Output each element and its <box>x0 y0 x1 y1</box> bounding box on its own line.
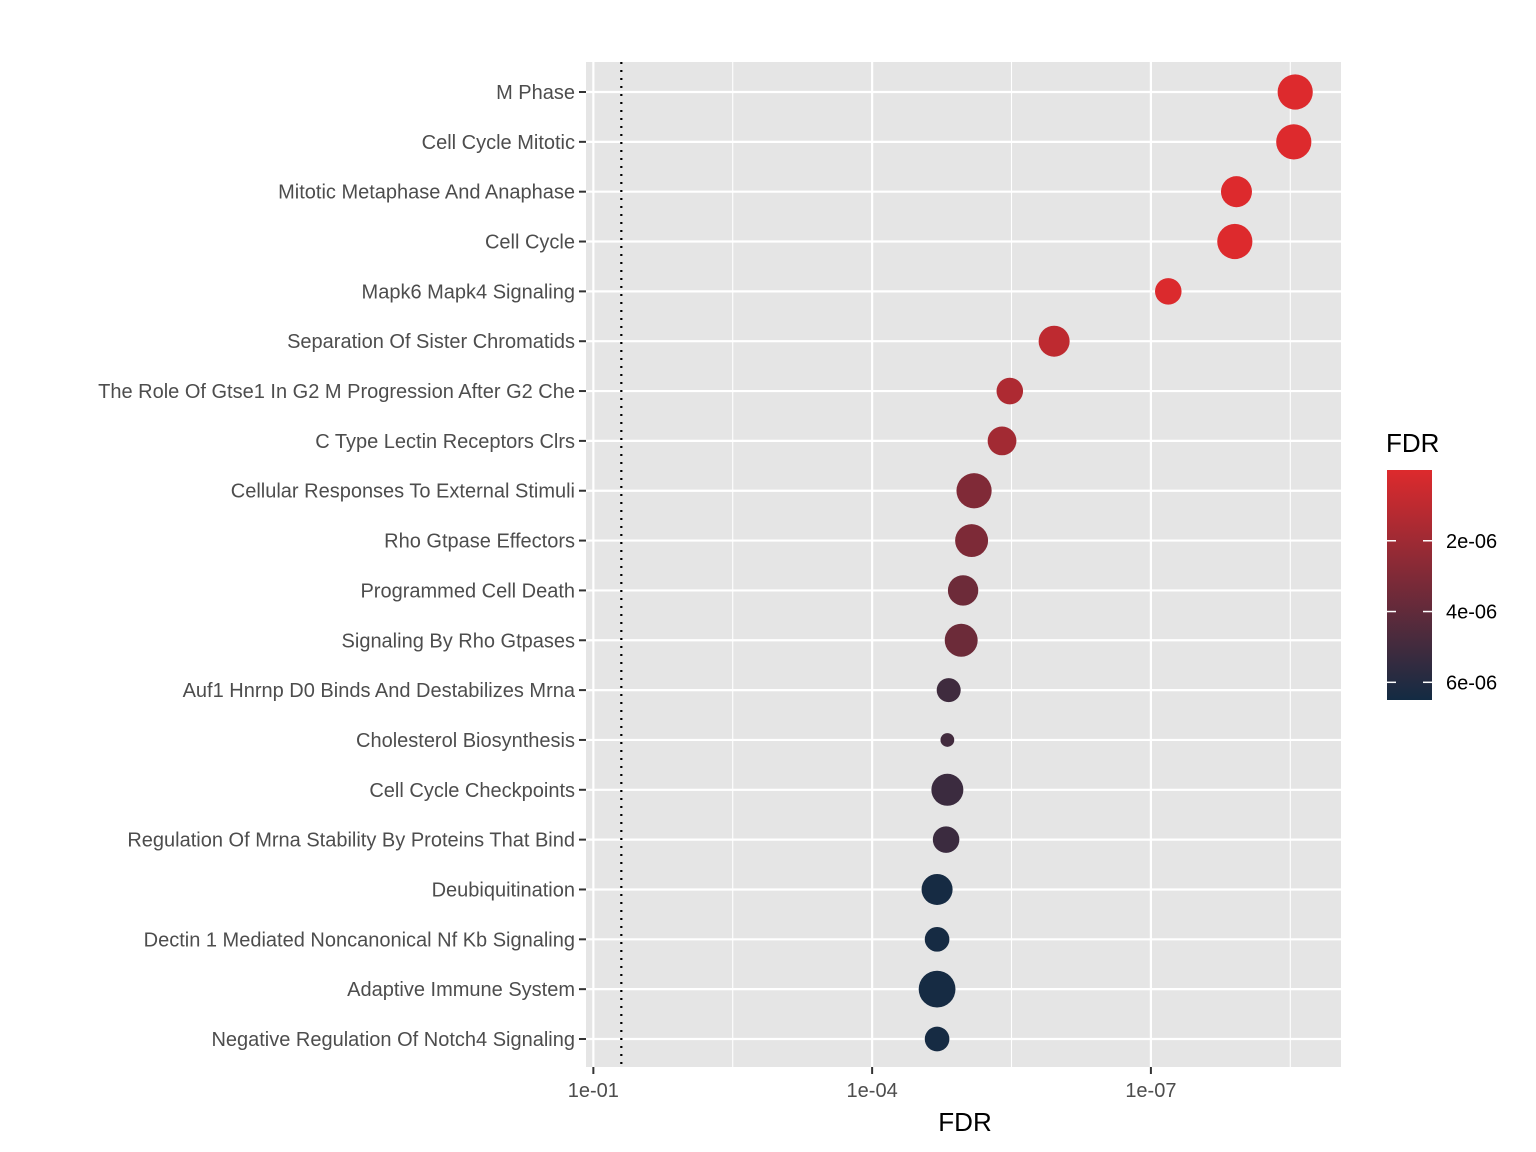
y-tick-label: Auf1 Hnrnp D0 Binds And Destabilizes Mrn… <box>183 680 576 702</box>
y-tick-label: Cell Cycle <box>485 232 575 254</box>
y-tick-label: Dectin 1 Mediated Noncanonical Nf Kb Sig… <box>144 929 575 951</box>
data-point <box>924 926 950 952</box>
data-point <box>1155 278 1182 305</box>
data-point <box>1217 223 1253 260</box>
y-tick-label: Cell Cycle Checkpoints <box>369 780 575 802</box>
data-point <box>944 623 978 657</box>
minor-gridlines <box>732 62 1291 1067</box>
data-point <box>1038 325 1070 357</box>
data-points <box>918 74 1313 1052</box>
y-tick-label: Programmed Cell Death <box>360 580 575 602</box>
y-tick-label: Cholesterol Biosynthesis <box>356 730 575 752</box>
y-tick-label: Cellular Responses To External Stimuli <box>231 481 575 503</box>
y-tick-label: The Role Of Gtse1 In G2 M Progression Af… <box>98 381 575 403</box>
legend-colorbar <box>1387 470 1432 700</box>
data-point <box>1220 176 1252 208</box>
legend-title: FDR <box>1386 428 1439 458</box>
y-tick-label: Mitotic Metaphase And Anaphase <box>278 182 575 204</box>
x-axis-title: FDR <box>938 1107 991 1137</box>
data-point <box>1276 124 1312 160</box>
x-axis-ticks <box>592 1067 1152 1074</box>
data-point <box>921 873 953 905</box>
data-point <box>932 826 960 853</box>
data-point <box>936 678 961 703</box>
y-tick-label: Regulation Of Mrna Stability By Proteins… <box>127 830 575 852</box>
x-tick-label: 1e-04 <box>847 1080 898 1102</box>
x-axis-labels: 1e-01 1e-04 1e-07 <box>568 1080 1177 1102</box>
data-point <box>956 473 992 509</box>
plot-panel <box>586 62 1341 1067</box>
y-tick-label: C Type Lectin Receptors Clrs <box>315 431 575 453</box>
x-tick-label: 1e-01 <box>568 1080 619 1102</box>
legend-tick-label: 4e-06 <box>1446 602 1497 624</box>
y-tick-label: Negative Regulation Of Notch4 Signaling <box>211 1029 575 1051</box>
data-point <box>987 426 1017 456</box>
data-point <box>918 970 956 1008</box>
data-point <box>996 377 1024 405</box>
data-point <box>947 575 979 606</box>
y-tick-label: Separation Of Sister Chromatids <box>287 331 575 353</box>
y-tick-label: Mapk6 Mapk4 Signaling <box>362 281 575 303</box>
data-point <box>940 733 955 747</box>
y-tick-label: Cell Cycle Mitotic <box>422 132 575 154</box>
data-point <box>931 773 964 806</box>
y-tick-label: Rho Gtpase Effectors <box>384 531 575 553</box>
data-point <box>955 524 989 558</box>
color-legend: FDR 2e-06 4e-06 6e-06 <box>1386 428 1497 700</box>
y-tick-label: Signaling By Rho Gtpases <box>342 630 575 652</box>
x-tick-label: 1e-07 <box>1125 1080 1176 1102</box>
y-tick-label: Adaptive Immune System <box>347 979 575 1001</box>
legend-tick-label: 6e-06 <box>1446 672 1497 694</box>
legend-ticks: 2e-06 4e-06 6e-06 <box>1387 531 1497 694</box>
y-axis-labels: M Phase Cell Cycle Mitotic Mitotic Metapha… <box>98 82 576 1051</box>
y-axis-ticks <box>579 91 586 1040</box>
legend-tick-label: 2e-06 <box>1446 531 1497 553</box>
data-point <box>1277 74 1313 110</box>
y-tick-label: M Phase <box>496 82 575 104</box>
data-point <box>924 1026 950 1052</box>
y-tick-label: Deubiquitination <box>432 879 575 901</box>
